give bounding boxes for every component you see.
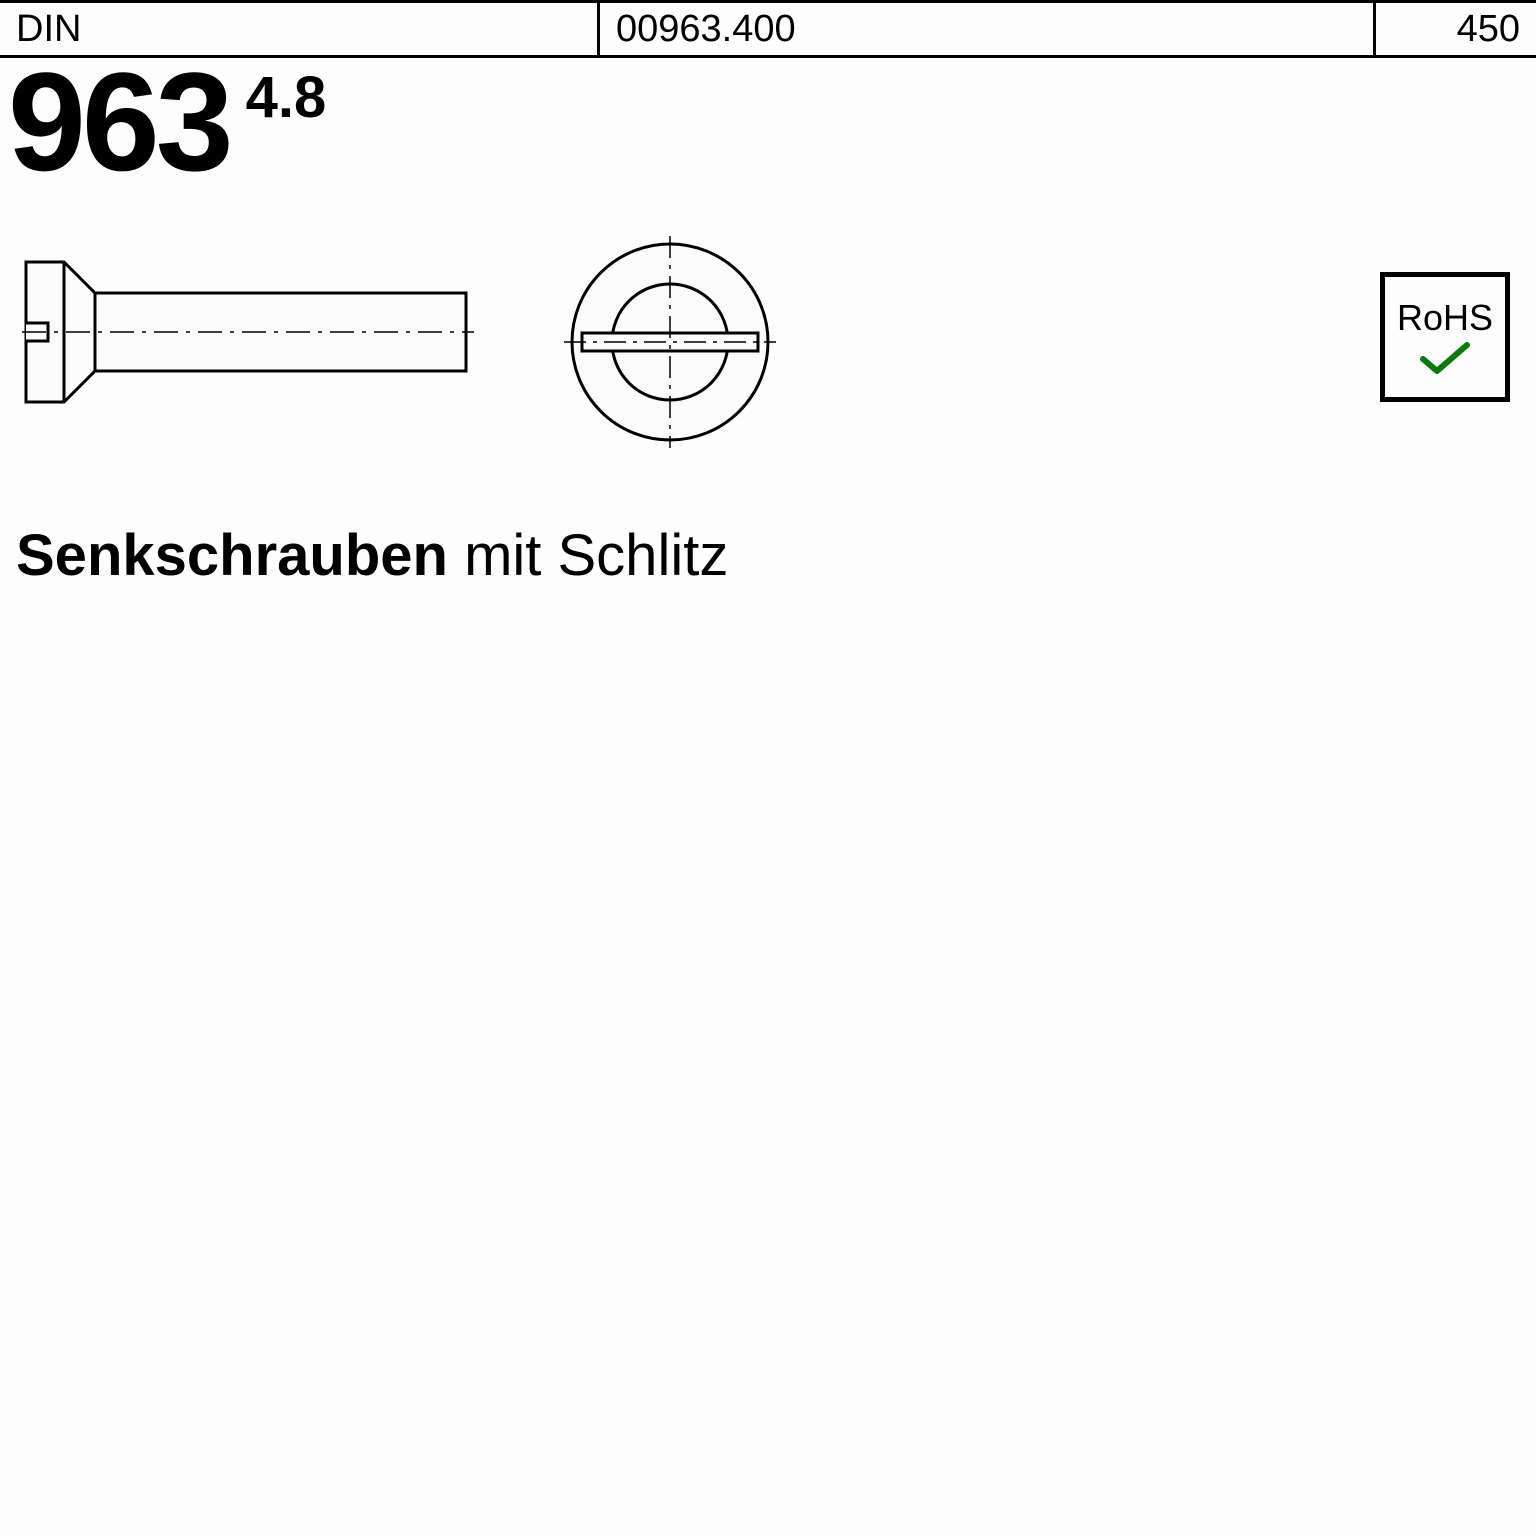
title-rest: mit Schlitz (448, 523, 728, 588)
strength-grade: 4.8 (246, 64, 327, 131)
product-title: Senkschrauben mit Schlitz (0, 522, 1536, 589)
header-right: 450 (1376, 3, 1536, 55)
header-mid: 00963.400 (600, 3, 1376, 55)
standard-number: 963 (0, 52, 242, 192)
header-row: DIN 00963.400 450 (0, 0, 1536, 58)
rohs-label: RoHS (1397, 297, 1493, 339)
check-icon (1419, 341, 1471, 377)
diagram-area: RoHS (0, 232, 1536, 462)
screw-head-view-icon (560, 232, 780, 452)
rohs-badge: RoHS (1380, 272, 1510, 402)
standard-row: 963 4.8 (0, 58, 1536, 192)
title-bold: Senkschrauben (16, 523, 448, 588)
screw-side-view-icon (20, 252, 480, 412)
